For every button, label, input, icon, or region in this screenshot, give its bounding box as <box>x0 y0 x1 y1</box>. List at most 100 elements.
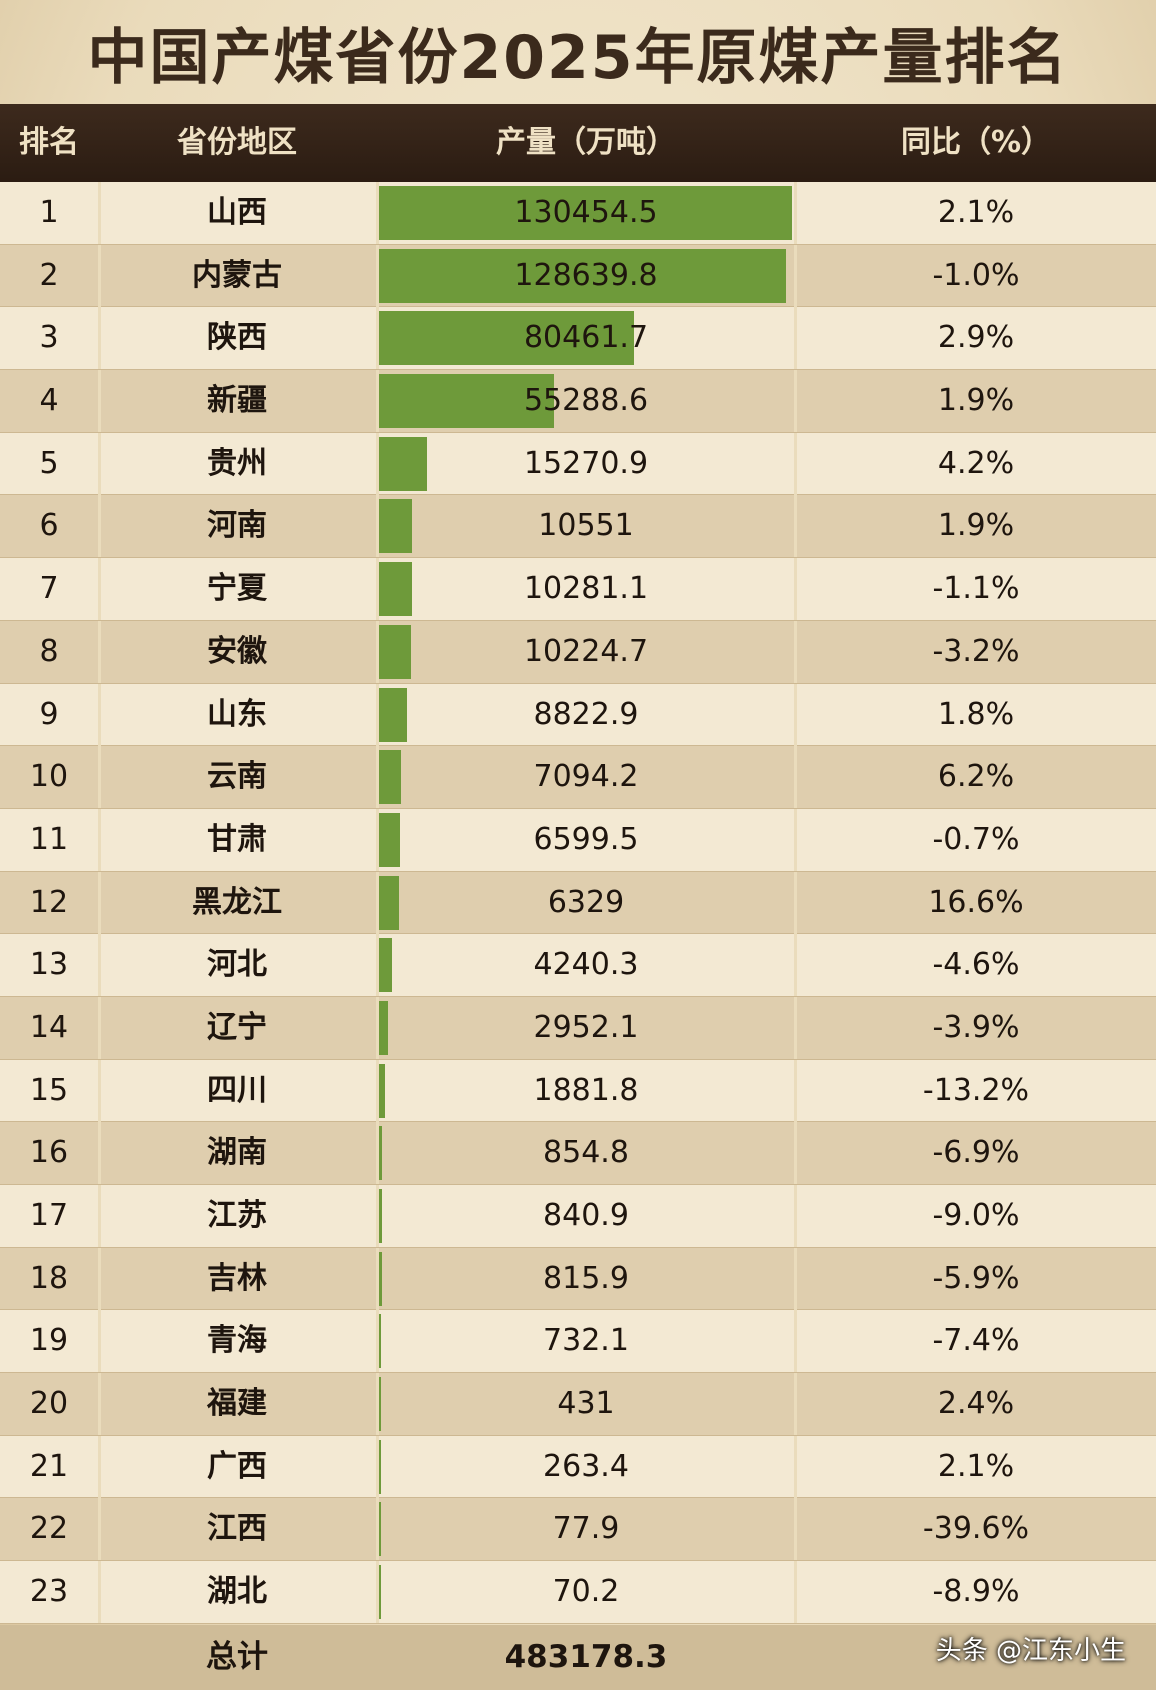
column-divider <box>794 746 797 809</box>
column-divider <box>376 1561 379 1624</box>
column-divider <box>376 683 379 746</box>
province-cell: 陕西 <box>207 320 267 356</box>
table-row: 20 福建 431 2.4% <box>0 1373 1156 1436</box>
rank-cell: 18 <box>29 1260 69 1296</box>
yoy-cell: 16.6% <box>928 884 1024 920</box>
province-cell: 福建 <box>207 1386 267 1422</box>
yoy-cell: 1.9% <box>937 383 1015 419</box>
rank-cell: 19 <box>29 1323 69 1359</box>
column-divider <box>98 307 101 370</box>
table-row: 1 山西 130454.5 2.1% <box>0 182 1156 245</box>
province-cell: 辽宁 <box>207 1009 267 1045</box>
production-bar <box>379 311 634 366</box>
column-divider <box>98 1185 101 1247</box>
yoy-cell: -1.1% <box>932 571 1020 607</box>
table-row: 18 吉林 815.9 -5.9% <box>0 1247 1156 1311</box>
yoy-cell: -7.4% <box>932 1323 1020 1359</box>
column-divider <box>376 996 379 1059</box>
production-bar <box>379 499 413 554</box>
province-cell: 江苏 <box>207 1198 267 1233</box>
production-bar <box>379 1502 381 1557</box>
production-cell: 840.9 <box>543 1198 629 1233</box>
province-cell: 新疆 <box>207 383 267 419</box>
column-divider <box>794 683 797 746</box>
yoy-cell: 2.4% <box>937 1386 1015 1422</box>
rank-cell: 12 <box>29 884 69 920</box>
column-divider <box>98 996 101 1059</box>
table-row: 22 江西 77.9 -39.6% <box>0 1498 1156 1562</box>
rank-cell: 14 <box>29 1009 69 1045</box>
production-cell: 70.2 <box>552 1574 620 1610</box>
column-divider <box>794 432 797 495</box>
production-bar <box>379 1565 381 1620</box>
column-divider <box>794 620 797 683</box>
province-cell: 青海 <box>207 1323 267 1359</box>
column-divider <box>98 934 101 997</box>
table-row: 11 甘肃 6599.5 -0.7% <box>0 808 1156 872</box>
yoy-cell: -5.9% <box>932 1260 1020 1296</box>
production-cell: 128639.8 <box>514 257 658 293</box>
province-cell: 湖北 <box>207 1574 267 1610</box>
production-bar <box>379 562 412 617</box>
column-divider <box>794 1561 797 1624</box>
table-header: 排名 省份地区 产量（万吨） 同比（%） <box>0 104 1156 182</box>
column-divider <box>376 1498 379 1561</box>
column-divider <box>794 244 797 307</box>
column-divider <box>98 1561 101 1624</box>
column-divider <box>794 1310 797 1373</box>
table-row: 6 河南 10551 1.9% <box>0 495 1156 559</box>
production-bar <box>379 1126 382 1181</box>
rank-cell: 20 <box>29 1386 69 1422</box>
column-divider <box>98 1247 101 1310</box>
header-yoy: 同比（%） <box>900 125 1052 160</box>
province-cell: 山东 <box>207 696 267 732</box>
rank-cell: 9 <box>39 696 59 732</box>
table-row: 21 广西 263.4 2.1% <box>0 1435 1156 1499</box>
table-row: 3 陕西 80461.7 2.9% <box>0 307 1156 371</box>
yoy-cell: 4.2% <box>937 445 1015 481</box>
yoy-cell: 2.1% <box>937 1448 1015 1484</box>
province-cell: 吉林 <box>207 1260 267 1296</box>
column-divider <box>794 1247 797 1310</box>
production-bar <box>379 1063 385 1118</box>
production-bar <box>379 938 393 993</box>
table-row: 19 青海 732.1 -7.4% <box>0 1310 1156 1374</box>
column-divider <box>98 558 101 621</box>
rank-cell: 23 <box>29 1574 69 1610</box>
production-bar <box>379 875 400 930</box>
production-cell: 15270.9 <box>523 445 649 481</box>
column-divider <box>794 1185 797 1247</box>
column-divider <box>98 182 101 244</box>
table-row: 8 安徽 10224.7 -3.2% <box>0 620 1156 684</box>
column-divider <box>98 495 101 558</box>
column-divider <box>794 558 797 621</box>
table-row: 17 江苏 840.9 -9.0% <box>0 1185 1156 1248</box>
production-cell: 77.9 <box>552 1511 620 1547</box>
production-cell: 80461.7 <box>523 320 649 356</box>
column-divider <box>794 1498 797 1561</box>
column-divider <box>98 1122 101 1185</box>
table-row: 2 内蒙古 128639.8 -1.0% <box>0 244 1156 308</box>
column-divider <box>98 432 101 495</box>
production-bar <box>379 1314 382 1369</box>
yoy-cell: -0.7% <box>932 821 1020 857</box>
column-divider <box>376 871 379 934</box>
rank-cell: 22 <box>29 1511 69 1547</box>
production-cell: 4240.3 <box>533 947 639 983</box>
production-bar <box>379 750 402 805</box>
column-divider <box>98 808 101 871</box>
yoy-cell: 6.2% <box>937 759 1015 795</box>
column-divider <box>98 746 101 809</box>
province-cell: 湖南 <box>207 1135 267 1171</box>
header-province: 省份地区 <box>177 125 297 160</box>
column-divider <box>794 996 797 1059</box>
production-cell: 10551 <box>538 508 634 544</box>
column-divider <box>794 307 797 370</box>
rank-cell: 5 <box>39 445 59 481</box>
province-cell: 安徽 <box>207 633 267 669</box>
production-cell: 10281.1 <box>523 571 649 607</box>
production-cell: 854.8 <box>543 1135 629 1171</box>
rank-cell: 17 <box>29 1198 69 1233</box>
total-production: 483178.3 <box>504 1639 668 1675</box>
rank-cell: 21 <box>29 1448 69 1484</box>
